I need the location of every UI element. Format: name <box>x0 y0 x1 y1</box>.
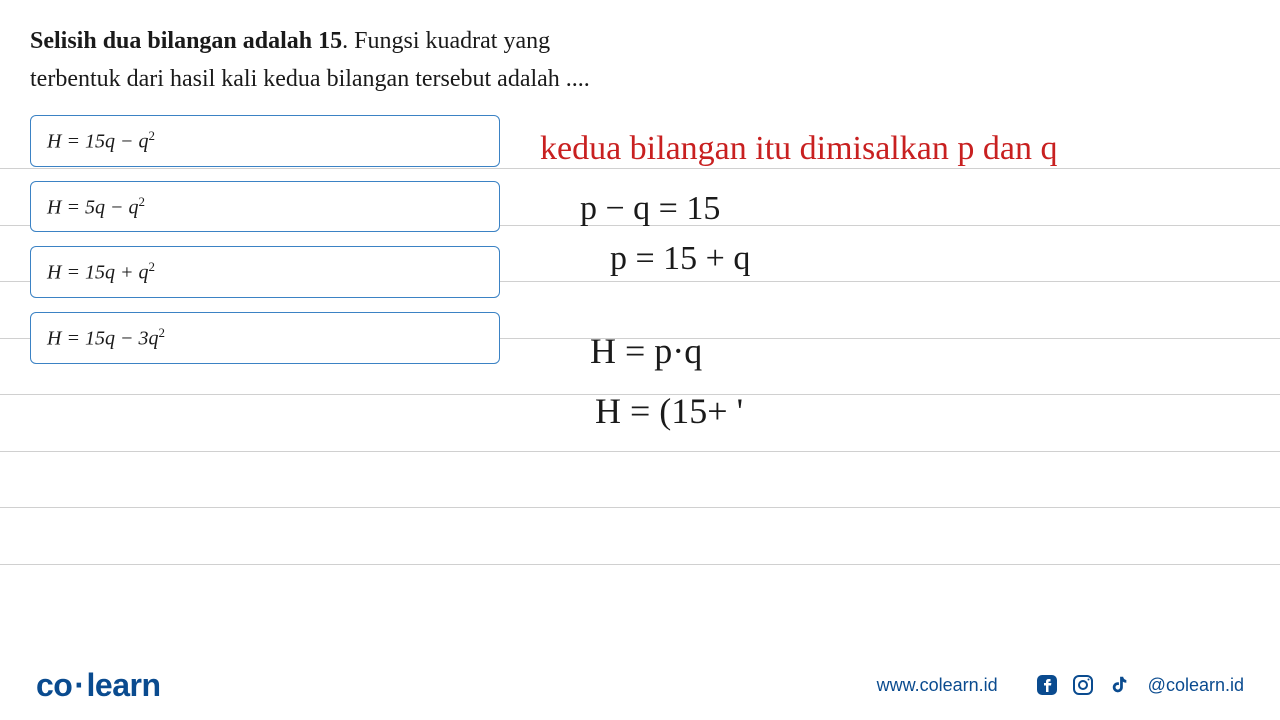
handwriting-eq1: p − q = 15 <box>580 190 720 228</box>
handwriting-eq3: H = p·q <box>590 330 702 372</box>
tiktok-icon <box>1106 672 1132 698</box>
question-line1-post: . Fungsi kuadrat yang <box>342 28 550 54</box>
handwriting-assumption: kedua bilangan itu dimisalkan p dan q <box>540 130 1057 168</box>
answer-options: H = 15q − q2 H = 5q − q2 H = 15q + q2 H … <box>30 115 500 378</box>
footer-url: www.colearn.id <box>877 675 998 696</box>
question-line2: terbentuk dari hasil kali kedua bilangan… <box>30 66 590 92</box>
facebook-icon <box>1034 672 1060 698</box>
handwriting-eq2: p = 15 + q <box>610 240 750 278</box>
option-a[interactable]: H = 15q − q2 <box>30 115 500 167</box>
option-b[interactable]: H = 5q − q2 <box>30 181 500 233</box>
option-d[interactable]: H = 15q − 3q2 <box>30 312 500 364</box>
handwriting-eq4: H = (15+ ' <box>595 390 743 432</box>
question-text: Selisih dua bilangan adalah 15. Fungsi k… <box>30 22 1250 99</box>
logo-left: co <box>36 667 72 703</box>
brand-logo: co·learn <box>36 667 160 704</box>
footer-bar: co·learn www.colearn.id @colearn.id <box>0 650 1280 720</box>
logo-right: learn <box>87 667 161 703</box>
instagram-icon <box>1070 672 1096 698</box>
logo-dot: · <box>74 667 84 703</box>
option-c[interactable]: H = 15q + q2 <box>30 246 500 298</box>
question-line1: Selisih dua bilangan adalah 15 <box>30 28 342 54</box>
social-handle: @colearn.id <box>1148 675 1244 696</box>
social-icons: @colearn.id <box>1034 672 1244 698</box>
